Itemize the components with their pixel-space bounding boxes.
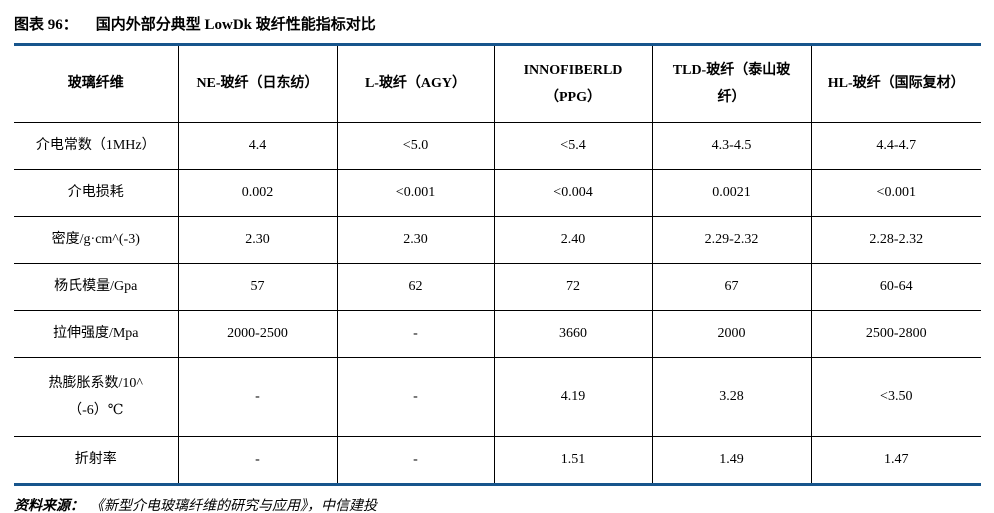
performance-comparison-table: 玻璃纤维 NE-玻纤（日东纺） L-玻纤（AGY） INNOFIBERLD（PP… bbox=[14, 46, 981, 483]
table-cell: 2.30 bbox=[337, 216, 495, 264]
header-cell-l: L-玻纤（AGY） bbox=[337, 46, 495, 123]
source-line: 资料来源： 《新型介电玻璃纤维的研究与应用》，中信建投 bbox=[14, 495, 980, 513]
table-row: 杨氏模量/Gpa 57 62 72 67 60-64 bbox=[14, 263, 981, 311]
table-cell: <3.50 bbox=[811, 357, 981, 437]
figure-title: 图表 96： 国内外部分典型 LowDk 玻纤性能指标对比 bbox=[14, 13, 980, 34]
table-cell: - bbox=[178, 357, 338, 437]
table-cell: 2000-2500 bbox=[178, 310, 338, 358]
table-cell: 2.30 bbox=[178, 216, 338, 264]
table-cell: 2000 bbox=[652, 310, 812, 358]
table-cell: 4.19 bbox=[494, 357, 653, 437]
header-cell-tld: TLD-玻纤（泰山玻纤） bbox=[652, 46, 812, 123]
row-label: 热膨胀系数/10^（-6）℃ bbox=[14, 357, 179, 437]
table-row: 密度/g·cm^(-3) 2.30 2.30 2.40 2.29-2.32 2.… bbox=[14, 216, 981, 264]
table-row: 拉伸强度/Mpa 2000-2500 - 3660 2000 2500-2800 bbox=[14, 310, 981, 358]
table-cell: <5.4 bbox=[494, 122, 653, 170]
table-row: 介电损耗 0.002 <0.001 <0.004 0.0021 <0.001 bbox=[14, 169, 981, 217]
table-cell: - bbox=[337, 436, 495, 483]
row-label: 拉伸强度/Mpa bbox=[14, 310, 179, 358]
table-cell: 72 bbox=[494, 263, 653, 311]
table-cell: 3660 bbox=[494, 310, 653, 358]
table-cell: 2500-2800 bbox=[811, 310, 981, 358]
source-text: 《新型介电玻璃纤维的研究与应用》，中信建投 bbox=[90, 499, 377, 513]
table-cell: - bbox=[337, 357, 495, 437]
row-label: 密度/g·cm^(-3) bbox=[14, 216, 179, 264]
table-cell: 62 bbox=[337, 263, 495, 311]
table-row: 折射率 - - 1.51 1.49 1.47 bbox=[14, 436, 981, 483]
table-cell: <0.001 bbox=[337, 169, 495, 217]
header-cell-fiber: 玻璃纤维 bbox=[14, 46, 179, 123]
header-cell-hl: HL-玻纤（国际复材） bbox=[811, 46, 981, 123]
table-cell: <0.004 bbox=[494, 169, 653, 217]
row-label: 杨氏模量/Gpa bbox=[14, 263, 179, 311]
figure-number-label: 图表 96： bbox=[14, 17, 78, 33]
table-cell: 2.40 bbox=[494, 216, 653, 264]
table-cell: <5.0 bbox=[337, 122, 495, 170]
table-cell: 3.28 bbox=[652, 357, 812, 437]
table-header-row: 玻璃纤维 NE-玻纤（日东纺） L-玻纤（AGY） INNOFIBERLD（PP… bbox=[14, 46, 981, 123]
table-cell: - bbox=[337, 310, 495, 358]
table-cell: - bbox=[178, 436, 338, 483]
table-cell: <0.001 bbox=[811, 169, 981, 217]
table-cell: 2.28-2.32 bbox=[811, 216, 981, 264]
table-cell: 0.0021 bbox=[652, 169, 812, 217]
header-cell-ne: NE-玻纤（日东纺） bbox=[178, 46, 338, 123]
figure-table-container: 玻璃纤维 NE-玻纤（日东纺） L-玻纤（AGY） INNOFIBERLD（PP… bbox=[14, 43, 981, 486]
table-cell: 4.3-4.5 bbox=[652, 122, 812, 170]
table-cell: 0.002 bbox=[178, 169, 338, 217]
table-cell: 57 bbox=[178, 263, 338, 311]
table-cell: 60-64 bbox=[811, 263, 981, 311]
table-cell: 2.29-2.32 bbox=[652, 216, 812, 264]
table-cell: 67 bbox=[652, 263, 812, 311]
table-cell: 4.4-4.7 bbox=[811, 122, 981, 170]
row-label: 介电常数（1MHz） bbox=[14, 122, 179, 170]
table-cell: 1.51 bbox=[494, 436, 653, 483]
row-label: 折射率 bbox=[14, 436, 179, 483]
figure-title-text: 国内外部分典型 LowDk 玻纤性能指标对比 bbox=[95, 17, 376, 33]
table-cell: 1.47 bbox=[884, 452, 909, 468]
table-cell: 4.4 bbox=[178, 122, 338, 170]
header-cell-innofiber: INNOFIBERLD（PPG） bbox=[494, 46, 653, 123]
table-row: 热膨胀系数/10^（-6）℃ - - 4.19 3.28 <3.50 bbox=[14, 357, 981, 437]
table-row: 介电常数（1MHz） 4.4 <5.0 <5.4 4.3-4.5 4.4-4.7 bbox=[14, 122, 981, 170]
row-label: 介电损耗 bbox=[14, 169, 179, 217]
table-cell: 1.49 bbox=[652, 436, 812, 483]
source-label: 资料来源： bbox=[14, 499, 84, 513]
